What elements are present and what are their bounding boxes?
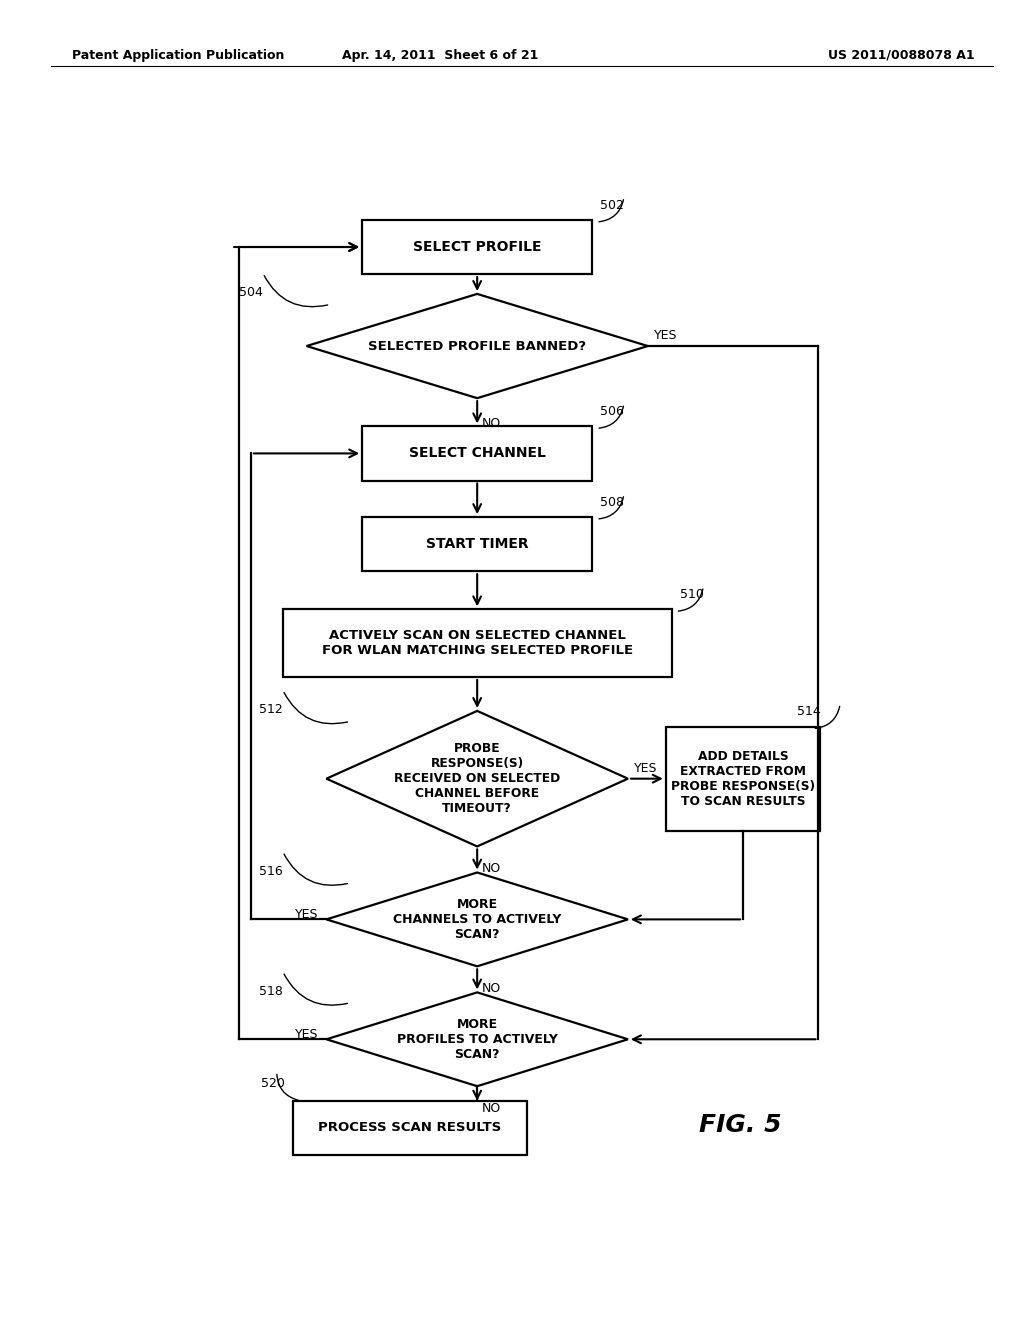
Text: MORE
CHANNELS TO ACTIVELY
SCAN?: MORE CHANNELS TO ACTIVELY SCAN? (393, 898, 561, 941)
Text: START TIMER: START TIMER (426, 537, 528, 552)
Text: ACTIVELY SCAN ON SELECTED CHANNEL
FOR WLAN MATCHING SELECTED PROFILE: ACTIVELY SCAN ON SELECTED CHANNEL FOR WL… (322, 630, 633, 657)
Text: 504: 504 (240, 286, 263, 300)
Text: YES: YES (295, 1027, 318, 1040)
Text: NO: NO (482, 982, 501, 995)
Text: Patent Application Publication: Patent Application Publication (72, 49, 284, 62)
Text: NO: NO (482, 862, 501, 875)
Text: MORE
PROFILES TO ACTIVELY
SCAN?: MORE PROFILES TO ACTIVELY SCAN? (396, 1018, 558, 1061)
Polygon shape (306, 294, 648, 399)
Text: YES: YES (295, 908, 318, 920)
FancyBboxPatch shape (293, 1101, 526, 1155)
FancyBboxPatch shape (362, 220, 592, 275)
FancyBboxPatch shape (362, 517, 592, 572)
Text: 520: 520 (261, 1077, 285, 1090)
Text: SELECT PROFILE: SELECT PROFILE (413, 240, 542, 253)
Polygon shape (327, 873, 628, 966)
Text: FIG. 5: FIG. 5 (699, 1113, 782, 1137)
Text: 512: 512 (259, 704, 283, 717)
Text: ADD DETAILS
EXTRACTED FROM
PROBE RESPONSE(S)
TO SCAN RESULTS: ADD DETAILS EXTRACTED FROM PROBE RESPONS… (671, 750, 815, 808)
Text: NO: NO (482, 417, 501, 430)
Text: 516: 516 (259, 865, 283, 878)
Text: PROBE
RESPONSE(S)
RECEIVED ON SELECTED
CHANNEL BEFORE
TIMEOUT?: PROBE RESPONSE(S) RECEIVED ON SELECTED C… (394, 742, 560, 816)
Polygon shape (327, 711, 628, 846)
Text: YES: YES (654, 329, 678, 342)
Text: 502: 502 (600, 198, 624, 211)
Text: US 2011/0088078 A1: US 2011/0088078 A1 (827, 49, 975, 62)
FancyBboxPatch shape (362, 426, 592, 480)
FancyBboxPatch shape (283, 610, 672, 677)
Polygon shape (327, 993, 628, 1086)
Text: Apr. 14, 2011  Sheet 6 of 21: Apr. 14, 2011 Sheet 6 of 21 (342, 49, 539, 62)
Text: SELECT CHANNEL: SELECT CHANNEL (409, 446, 546, 461)
FancyBboxPatch shape (666, 726, 820, 830)
Text: 514: 514 (797, 705, 820, 718)
Text: PROCESS SCAN RESULTS: PROCESS SCAN RESULTS (318, 1122, 502, 1134)
Text: 518: 518 (259, 985, 283, 998)
Text: YES: YES (634, 762, 657, 775)
Text: NO: NO (482, 1102, 501, 1115)
Text: 506: 506 (600, 405, 624, 418)
Text: 508: 508 (600, 496, 625, 508)
Text: SELECTED PROFILE BANNED?: SELECTED PROFILE BANNED? (368, 339, 587, 352)
Text: 510: 510 (680, 587, 703, 601)
